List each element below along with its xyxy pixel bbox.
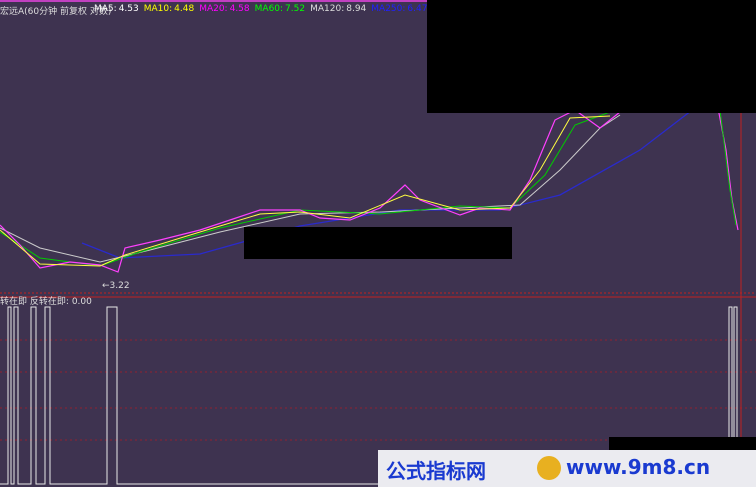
ma-item: MA10: 4.48 bbox=[144, 4, 194, 14]
ma-value: 4.53 bbox=[118, 4, 139, 14]
ma-label: MA250: bbox=[371, 4, 406, 14]
ma-legend: MA5: 4.53 MA10: 4.48 MA20: 4.58 MA60: 7.52 MA120… bbox=[94, 4, 427, 14]
price-line bbox=[0, 109, 621, 273]
ma-label: MA5: bbox=[94, 4, 117, 14]
ma-value: 6.47 bbox=[407, 4, 428, 14]
watermark-url: www.9m8.cn bbox=[566, 455, 711, 479]
chart-title: 宏远A(60分钟 前复权 对数) bbox=[0, 7, 112, 17]
ma-label: MA20: bbox=[199, 4, 228, 14]
ma-item: MA20: 4.58 bbox=[199, 4, 249, 14]
ma-value: 8.94 bbox=[346, 4, 367, 14]
watermark-logo bbox=[537, 456, 561, 480]
watermark-banner bbox=[378, 450, 756, 487]
ma-label: MA60: bbox=[254, 4, 284, 14]
ma-item: MA250: 6.47 bbox=[371, 4, 427, 14]
ma-line bbox=[719, 109, 737, 226]
ma-item: MA5: 4.53 bbox=[94, 4, 139, 14]
indicator-pulses bbox=[0, 306, 738, 485]
indicator-value: 0.00 bbox=[71, 297, 92, 307]
indicator-title: 转在即 bbox=[0, 297, 28, 307]
price-line bbox=[717, 107, 739, 231]
ma-item: MA120: 8.94 bbox=[310, 4, 366, 14]
ma-value: 4.58 bbox=[229, 4, 250, 14]
ma-value: 4.48 bbox=[174, 4, 195, 14]
redaction bbox=[244, 227, 512, 259]
indicator-label: 反转在即: bbox=[29, 297, 69, 307]
ma-item: MA60: 7.52 bbox=[255, 4, 305, 14]
redaction bbox=[427, 0, 756, 113]
grid bbox=[0, 339, 756, 441]
low-annotation: ←3.22 bbox=[102, 281, 130, 291]
ma120-line bbox=[0, 114, 621, 263]
ma60-line bbox=[0, 111, 611, 267]
watermark-name: 公式指标网 bbox=[386, 459, 486, 483]
ma-label: MA10: bbox=[143, 4, 173, 14]
ma10-line bbox=[0, 115, 611, 267]
indicator-legend: 转在即 反转在即: 0.00 bbox=[0, 294, 92, 307]
ma250-line bbox=[81, 103, 701, 259]
ma-value: 7.52 bbox=[285, 4, 306, 14]
ma-label: MA120: bbox=[310, 4, 345, 14]
